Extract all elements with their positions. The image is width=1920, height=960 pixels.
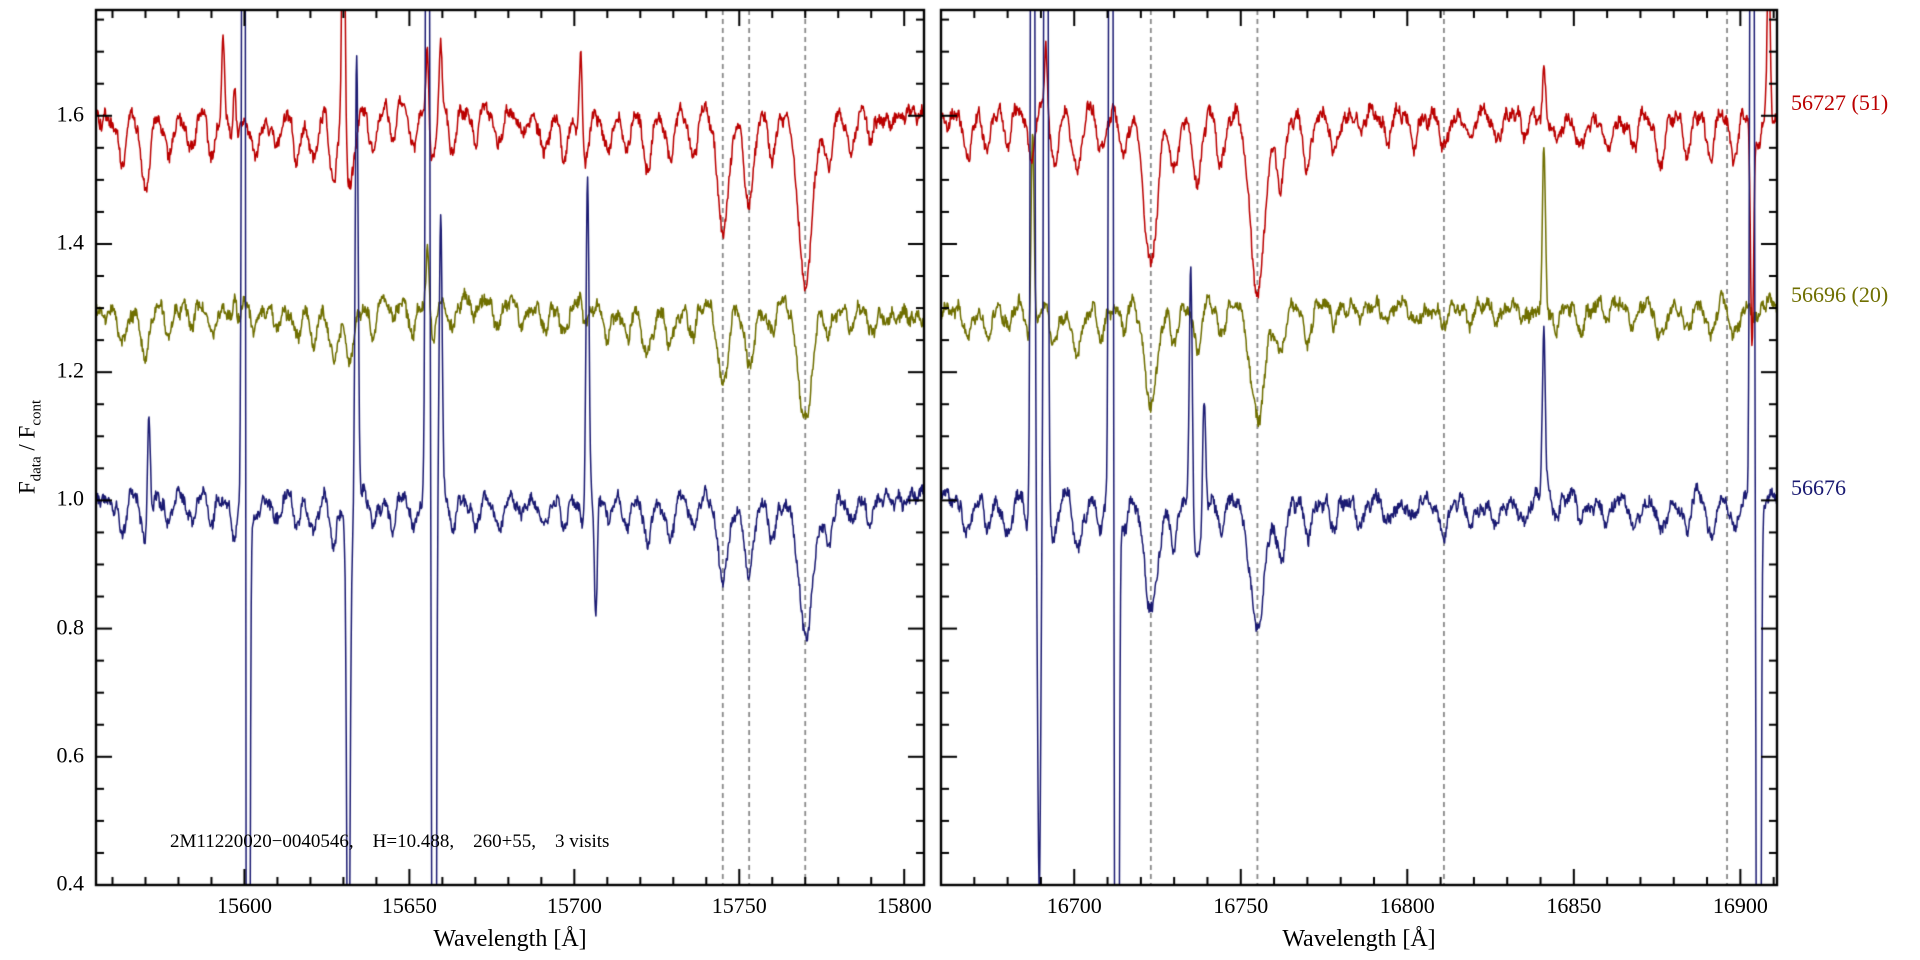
spectra-figure: Fdata / Fcont Wavelength [Å] Wavelength … <box>0 0 1920 960</box>
spectra-canvas <box>0 0 1920 960</box>
